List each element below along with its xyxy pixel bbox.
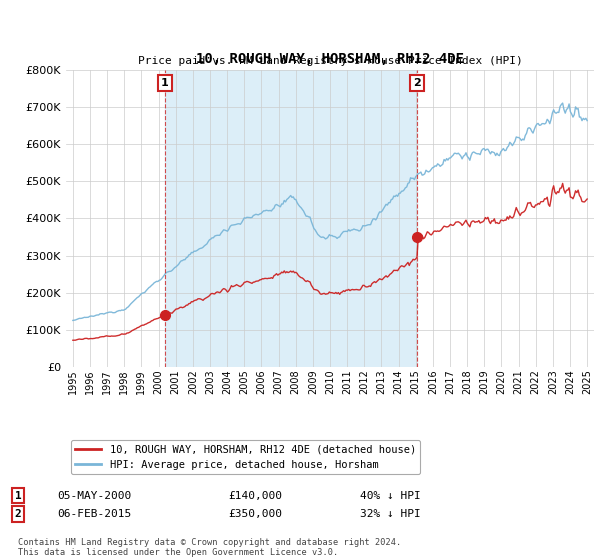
Text: 1: 1 [14, 491, 22, 501]
Text: Price paid vs. HM Land Registry's House Price Index (HPI): Price paid vs. HM Land Registry's House … [137, 55, 523, 66]
Text: 06-FEB-2015: 06-FEB-2015 [57, 509, 131, 519]
Text: 2: 2 [14, 509, 22, 519]
Text: 1: 1 [161, 78, 169, 88]
Text: 05-MAY-2000: 05-MAY-2000 [57, 491, 131, 501]
Text: £350,000: £350,000 [228, 509, 282, 519]
Bar [165, 70, 417, 367]
Title: 10, ROUGH WAY, HORSHAM, RH12 4DE: 10, ROUGH WAY, HORSHAM, RH12 4DE [196, 52, 464, 66]
Legend: 10, ROUGH WAY, HORSHAM, RH12 4DE (detached house), HPI: Average price, detached : 10, ROUGH WAY, HORSHAM, RH12 4DE (detach… [71, 440, 420, 474]
Text: 40% ↓ HPI: 40% ↓ HPI [360, 491, 421, 501]
Text: Contains HM Land Registry data © Crown copyright and database right 2024.
This d: Contains HM Land Registry data © Crown c… [18, 538, 401, 557]
Text: 32% ↓ HPI: 32% ↓ HPI [360, 509, 421, 519]
Text: £140,000: £140,000 [228, 491, 282, 501]
Text: 2: 2 [413, 78, 421, 88]
